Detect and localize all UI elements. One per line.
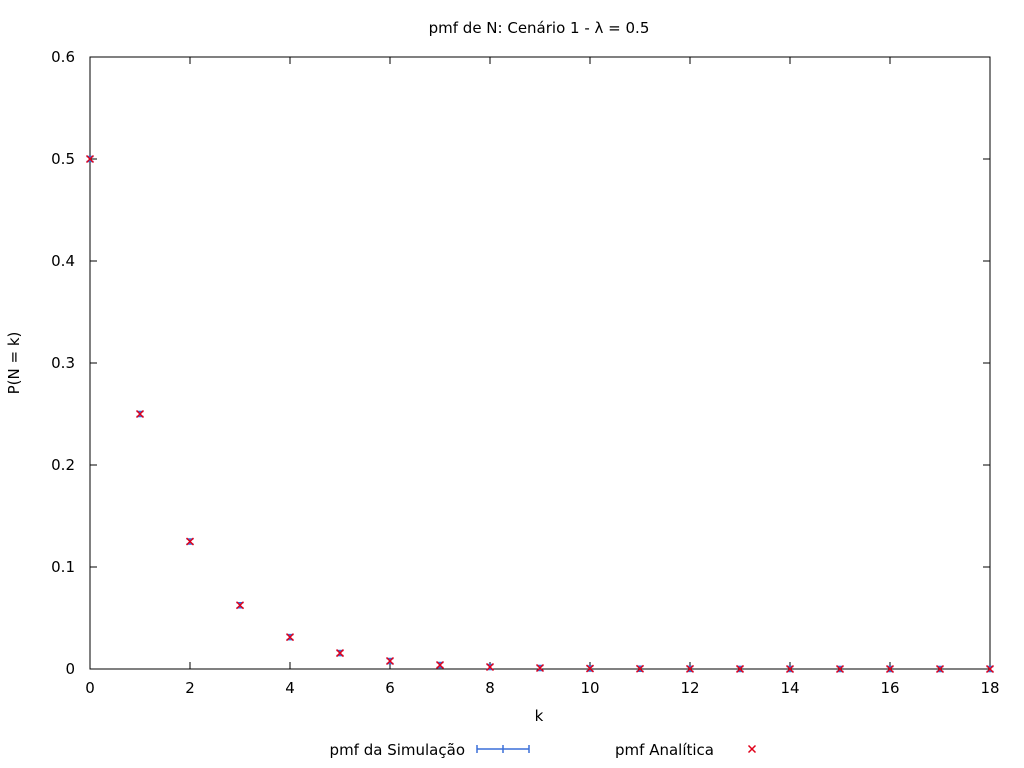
data-marks <box>85 154 995 674</box>
analytic-point <box>435 660 445 670</box>
x-tick-label: 8 <box>485 679 495 697</box>
y-tick-labels: 0 0.1 0.2 0.3 0.4 0.5 0.6 <box>51 48 75 678</box>
x-tick-label: 6 <box>385 679 395 697</box>
chart-title: pmf de N: Cenário 1 - λ = 0.5 <box>429 19 650 37</box>
x-tick-label: 18 <box>980 679 999 697</box>
analytic-point <box>135 409 145 419</box>
y-tick-label: 0.2 <box>51 456 75 474</box>
plot-frame <box>89 56 991 670</box>
analytic-point <box>735 664 745 673</box>
legend-sample-analitica <box>747 744 757 754</box>
y-tick-label: 0.4 <box>51 252 75 270</box>
y-axis-label: P(N = k) <box>5 332 23 395</box>
analytic-point <box>385 657 395 666</box>
analytic-point <box>685 664 695 673</box>
analytic-point <box>285 633 295 642</box>
analytic-point <box>985 664 995 674</box>
y-tick-label: 0.6 <box>51 48 75 66</box>
axis-ticks <box>89 56 991 670</box>
analytic-point <box>535 663 545 673</box>
analytic-point <box>235 601 245 610</box>
y-tick-label: 0 <box>65 660 75 678</box>
analytic-point <box>585 664 595 673</box>
y-tick-label: 0.5 <box>51 150 75 168</box>
legend-sample-simulacao <box>476 745 530 753</box>
x-tick-label: 4 <box>285 679 295 697</box>
legend-label-analitica: pmf Analítica <box>615 741 714 759</box>
analytic-point <box>885 664 895 674</box>
x-tick-label: 10 <box>580 679 599 697</box>
analytic-point <box>185 537 195 546</box>
x-tick-label: 14 <box>780 679 799 697</box>
analytic-point <box>835 664 845 674</box>
analytic-point <box>85 154 95 164</box>
legend-label-simulacao: pmf da Simulação <box>330 741 465 759</box>
analytic-point <box>935 664 945 674</box>
x-axis-label: k <box>535 707 544 725</box>
legend: pmf da Simulação pmf Analítica <box>330 741 757 759</box>
y-tick-label: 0.1 <box>51 558 75 576</box>
analytic-point <box>335 649 345 658</box>
x-tick-label: 12 <box>680 679 699 697</box>
x-tick-label: 16 <box>880 679 899 697</box>
analytic-point <box>785 664 795 673</box>
x-tick-labels: 0 2 4 6 8 10 12 14 16 18 <box>85 679 999 697</box>
analytic-point <box>635 664 645 673</box>
analytic-point <box>485 662 495 672</box>
y-tick-label: 0.3 <box>51 354 75 372</box>
legend-analytic-marker <box>747 744 757 754</box>
x-tick-label: 2 <box>185 679 195 697</box>
x-tick-label: 0 <box>85 679 95 697</box>
